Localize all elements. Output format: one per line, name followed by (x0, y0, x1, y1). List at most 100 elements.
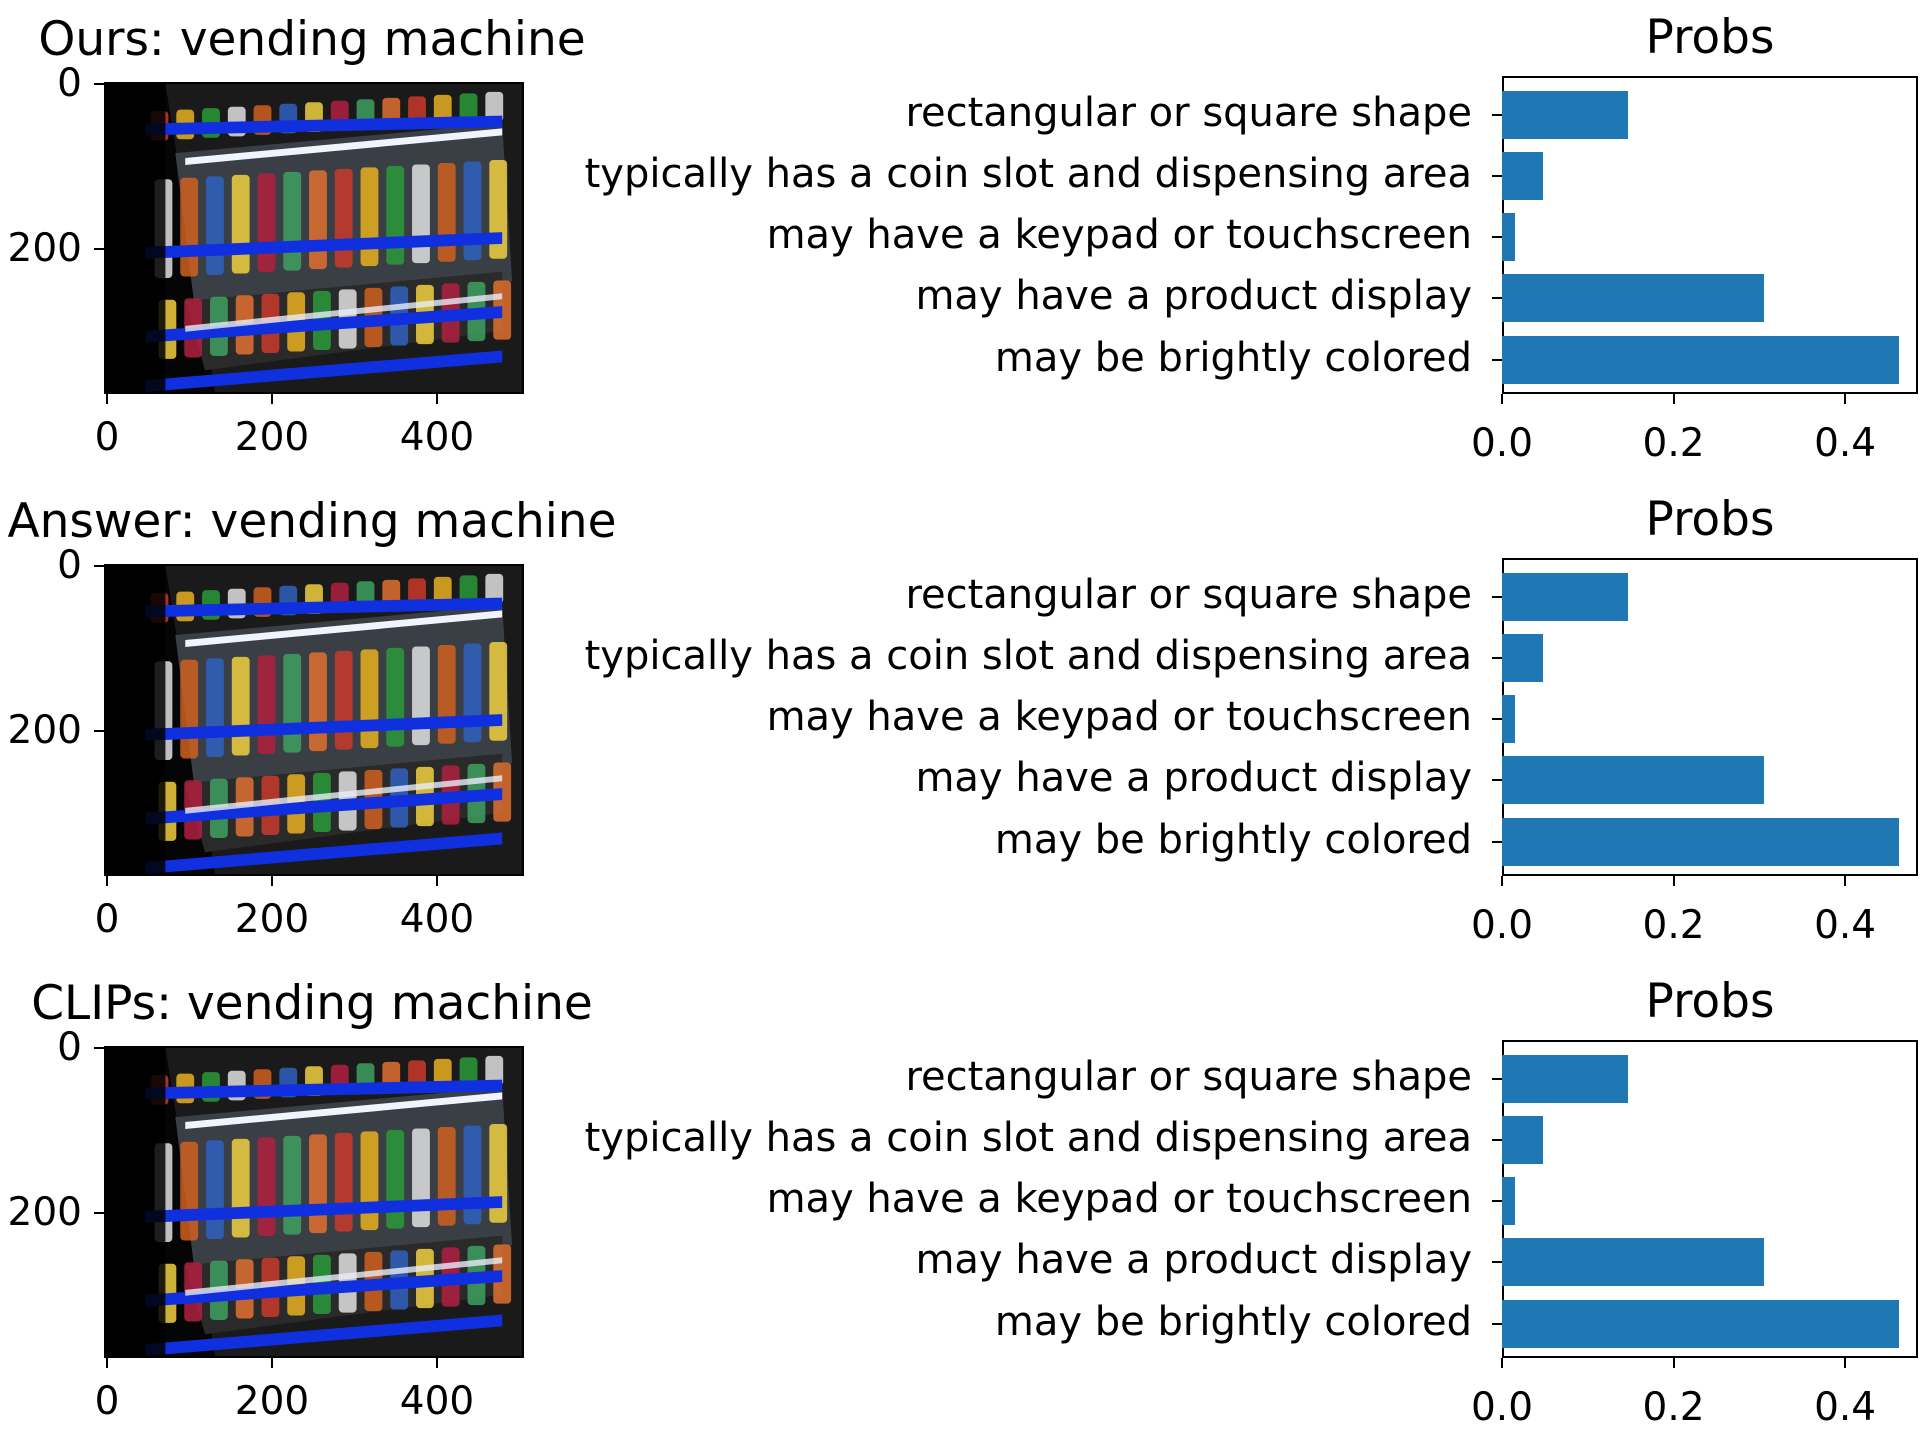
value-x-tick (1501, 1358, 1503, 1368)
image-panel (104, 82, 524, 394)
image-x-tick (271, 876, 273, 886)
image-panel (104, 564, 524, 876)
category-label: may be brightly colored (994, 335, 1472, 381)
category-tick (1492, 114, 1502, 116)
image-y-tick (94, 730, 104, 732)
category-tick (1492, 779, 1502, 781)
vending-machine-photo (106, 566, 522, 874)
bar (1502, 1055, 1629, 1103)
image-y-tick-label: 0 (57, 1025, 82, 1070)
value-x-tick (1672, 394, 1675, 404)
image-x-tick-label: 400 (399, 897, 475, 942)
category-label: may have a keypad or touchscreen (766, 694, 1472, 740)
image-x-tick (436, 876, 438, 886)
image-x-tick (271, 394, 273, 404)
category-label: may have a product display (915, 273, 1472, 319)
bar (1502, 274, 1765, 322)
image-y-tick (94, 1047, 104, 1049)
category-tick (1492, 657, 1502, 659)
image-title: Ours: vending machine (38, 12, 586, 67)
category-tick (1492, 236, 1502, 238)
category-label: typically has a coin slot and dispensing… (584, 1115, 1472, 1161)
bar (1502, 1116, 1544, 1164)
value-x-tick-label: 0.4 (1814, 903, 1877, 948)
bar (1502, 818, 1900, 866)
image-y-tick (94, 1212, 104, 1214)
bar (1502, 1300, 1900, 1348)
category-label: rectangular or square shape (905, 1054, 1472, 1100)
image-x-tick-label: 400 (399, 1379, 475, 1424)
bar (1502, 756, 1765, 804)
value-x-tick-label: 0.0 (1470, 421, 1534, 466)
bar (1502, 695, 1515, 743)
category-tick (1492, 1078, 1502, 1080)
image-y-tick-label: 200 (7, 226, 82, 271)
value-x-tick (1672, 876, 1675, 886)
category-label: rectangular or square shape (905, 90, 1472, 136)
value-x-tick-label: 0.0 (1470, 1385, 1534, 1430)
value-x-tick (1844, 394, 1847, 404)
image-x-tick (106, 1358, 108, 1368)
image-y-tick-label: 200 (7, 1190, 82, 1235)
category-tick (1492, 1323, 1502, 1325)
category-label: rectangular or square shape (905, 572, 1472, 618)
category-tick (1492, 297, 1502, 299)
figure-row: CLIPs: vending machine 0 200 0 200 400 Probs re… (0, 964, 1920, 1444)
image-x-tick-label: 200 (234, 415, 310, 460)
image-x-tick (436, 394, 438, 404)
value-x-tick (1844, 1358, 1847, 1368)
image-x-tick (106, 394, 108, 404)
bar (1502, 573, 1629, 621)
image-x-tick (436, 1358, 438, 1368)
image-y-tick (94, 565, 104, 567)
category-tick (1492, 1200, 1502, 1202)
value-x-tick-label: 0.2 (1642, 421, 1705, 466)
value-x-tick-label: 0.4 (1814, 421, 1877, 466)
figure-row: Answer: vending machine 0 200 0 200 400 Probs r… (0, 482, 1920, 962)
image-x-tick (271, 1358, 273, 1368)
category-tick (1492, 175, 1502, 177)
value-x-tick-label: 0.2 (1642, 903, 1705, 948)
image-panel (104, 1046, 524, 1358)
category-tick (1492, 1139, 1502, 1141)
bar (1502, 336, 1900, 384)
image-x-tick-label: 400 (399, 415, 475, 460)
bar (1502, 1238, 1765, 1286)
image-y-tick-label: 0 (57, 61, 82, 106)
category-label: may have a product display (915, 755, 1472, 801)
value-x-tick (1844, 876, 1847, 886)
bar (1502, 634, 1544, 682)
value-x-tick (1501, 394, 1503, 404)
chart-title: Probs (1645, 974, 1775, 1029)
image-y-tick (94, 248, 104, 250)
image-title: CLIPs: vending machine (31, 976, 593, 1031)
image-y-tick (94, 83, 104, 85)
image-x-tick-label: 200 (234, 897, 310, 942)
image-title: Answer: vending machine (7, 494, 617, 549)
vending-machine-photo (106, 1048, 522, 1356)
image-x-tick-label: 200 (234, 1379, 310, 1424)
chart-title: Probs (1645, 10, 1775, 65)
vending-machine-photo (106, 84, 522, 392)
image-x-tick (106, 876, 108, 886)
bar (1502, 213, 1515, 261)
category-tick (1492, 841, 1502, 843)
category-tick (1492, 596, 1502, 598)
category-tick (1492, 718, 1502, 720)
category-label: typically has a coin slot and dispensing… (584, 633, 1472, 679)
image-y-tick-label: 200 (7, 708, 82, 753)
category-tick (1492, 359, 1502, 361)
bar (1502, 1177, 1515, 1225)
image-x-tick-label: 0 (94, 1379, 120, 1424)
value-x-tick-label: 0.2 (1642, 1385, 1705, 1430)
category-label: typically has a coin slot and dispensing… (584, 151, 1472, 197)
category-label: may have a keypad or touchscreen (766, 212, 1472, 258)
image-y-tick-label: 0 (57, 543, 82, 588)
category-label: may be brightly colored (994, 817, 1472, 863)
value-x-tick-label: 0.4 (1814, 1385, 1877, 1430)
bar (1502, 152, 1544, 200)
image-x-tick-label: 0 (94, 415, 120, 460)
bar (1502, 91, 1629, 139)
value-x-tick-label: 0.0 (1470, 903, 1534, 948)
value-x-tick (1672, 1358, 1675, 1368)
